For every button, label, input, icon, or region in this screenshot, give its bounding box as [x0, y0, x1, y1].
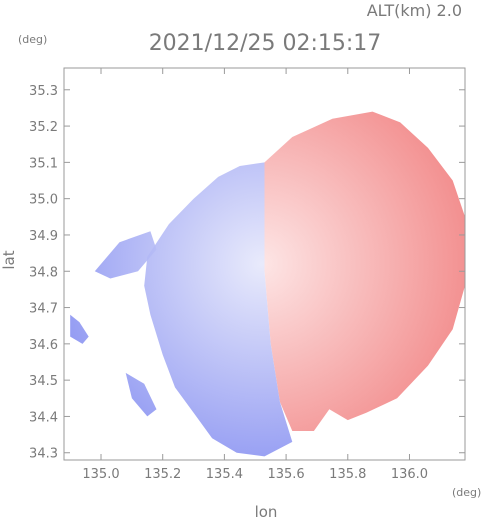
y-axis-unit: (deg)	[18, 33, 47, 46]
y-tick-label: 34.6	[29, 338, 58, 353]
plot-frame	[63, 67, 466, 461]
x-axis-label: lon	[255, 503, 278, 521]
x-axis-unit: (deg)	[452, 486, 481, 499]
x-axis: 135.0 135.2 135.4 135.6 135.8 136.0	[82, 68, 428, 482]
altitude-label: ALT(km) 2.0	[367, 1, 462, 20]
y-axis: 34.3 34.4 34.5 34.6 34.7 34.8 34.9 35.0 35.1 35.2…	[29, 84, 465, 462]
y-tick-label: 34.8	[29, 265, 58, 280]
y-tick-label: 35.0	[29, 193, 58, 208]
x-tick-label: 135.6	[267, 467, 304, 482]
doppler-velocity-field	[70, 111, 465, 457]
x-tick-label: 135.4	[206, 467, 243, 482]
approaching-region-3	[70, 314, 89, 344]
y-tick-label: 35.1	[29, 156, 58, 171]
x-tick-label: 135.0	[82, 467, 119, 482]
y-tick-label: 34.4	[29, 410, 58, 425]
approaching-region-2	[94, 231, 157, 279]
y-tick-label: 34.5	[29, 374, 58, 389]
chart-title: 2021/12/25 02:15:17	[149, 31, 382, 56]
x-tick-label: 136.0	[391, 467, 428, 482]
approaching-region-1	[144, 162, 293, 457]
receding-region-0	[264, 111, 465, 431]
y-tick-label: 35.2	[29, 120, 58, 135]
x-tick-label: 135.2	[144, 467, 181, 482]
approaching-region-4	[125, 372, 157, 417]
y-tick-label: 35.3	[29, 84, 58, 99]
x-tick-label: 135.8	[329, 467, 366, 482]
y-tick-label: 34.3	[29, 447, 58, 462]
y-tick-label: 34.7	[29, 302, 58, 317]
y-axis-label: lat	[0, 250, 18, 269]
y-tick-label: 34.9	[29, 229, 58, 244]
